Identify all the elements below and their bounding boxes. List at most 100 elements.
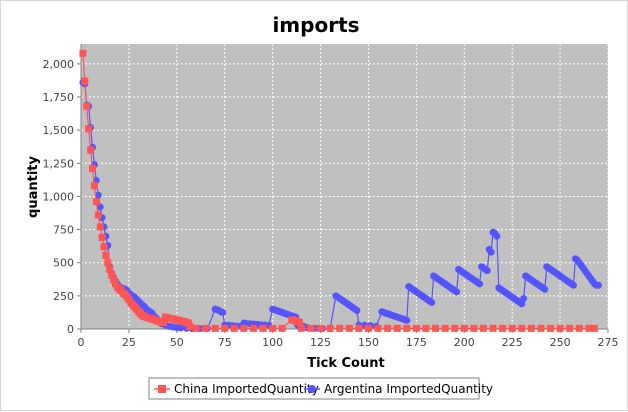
- data-point-china: [441, 324, 449, 332]
- legend-argentina-marker: [308, 385, 316, 393]
- data-point-china: [566, 324, 574, 332]
- data-point-china: [412, 324, 420, 332]
- data-point-china: [192, 324, 200, 332]
- x-axis-label: Tick Count: [307, 356, 384, 371]
- y-tick-label: 0: [67, 323, 74, 336]
- y-tick-label: 750: [53, 224, 74, 237]
- x-tick-label: 200: [454, 336, 475, 349]
- legend-label-argentina: Argentina ImportedQuantity: [324, 382, 493, 396]
- data-point-china: [92, 198, 100, 206]
- data-point-china: [451, 324, 459, 332]
- data-point-china: [230, 324, 238, 332]
- data-point-china: [307, 324, 315, 332]
- y-tick-label: 1,250: [43, 157, 75, 170]
- data-point-china: [508, 324, 516, 332]
- data-point-china: [87, 146, 95, 154]
- series-layer: [79, 49, 602, 333]
- y-tick-label: 250: [53, 290, 74, 303]
- data-point-china: [98, 234, 106, 242]
- data-point-china: [547, 324, 555, 332]
- data-point-china: [85, 125, 93, 133]
- data-point-china: [518, 324, 526, 332]
- data-point-china: [336, 324, 344, 332]
- data-point-china: [221, 324, 229, 332]
- data-point-argentina: [403, 316, 411, 324]
- data-point-china: [81, 77, 89, 85]
- data-point-china: [537, 324, 545, 332]
- data-point-china: [269, 324, 277, 332]
- data-point-china: [100, 243, 108, 251]
- data-point-argentina: [428, 298, 436, 306]
- data-point-argentina: [594, 281, 602, 289]
- data-point-china: [110, 276, 118, 284]
- data-point-china: [88, 165, 96, 173]
- data-point-china: [489, 324, 497, 332]
- legend-label-china: China ImportedQuantity: [174, 382, 319, 396]
- axis-ticks: 0 25 50 75 100 125 150 175 200 225 250 275 0 250 500 75…: [43, 44, 619, 349]
- legend: China ImportedQuantity Argentina Importe…: [148, 377, 493, 400]
- chart-title: imports: [272, 13, 359, 37]
- data-point-argentina: [493, 232, 501, 240]
- data-point-china: [249, 324, 257, 332]
- series-china: [79, 49, 599, 332]
- data-point-china: [102, 251, 110, 259]
- data-point-argentina: [177, 324, 185, 332]
- data-point-china: [403, 324, 411, 332]
- y-axis-label: quantity: [26, 156, 41, 218]
- data-point-argentina: [353, 306, 361, 314]
- y-tick-label: 500: [53, 257, 74, 270]
- x-tick-label: 225: [502, 336, 523, 349]
- data-point-china: [326, 324, 334, 332]
- data-point-china: [556, 324, 564, 332]
- data-point-china: [355, 324, 363, 332]
- y-tick-label: 2,000: [43, 58, 75, 71]
- data-point-argentina: [518, 300, 526, 308]
- data-point-argentina: [476, 280, 484, 288]
- data-point-china: [364, 324, 372, 332]
- data-point-china: [94, 211, 102, 219]
- data-point-china: [527, 324, 535, 332]
- data-point-china: [104, 259, 112, 267]
- data-point-china: [159, 319, 167, 327]
- data-point-argentina: [520, 295, 528, 303]
- plot-area: [81, 44, 608, 329]
- data-point-argentina: [570, 281, 578, 289]
- data-point-china: [297, 324, 305, 332]
- data-point-argentina: [94, 191, 102, 199]
- data-point-china: [345, 324, 353, 332]
- legend-china-marker: [158, 385, 166, 393]
- data-point-argentina: [487, 248, 495, 256]
- data-point-china: [432, 324, 440, 332]
- y-tick-label: 1,750: [43, 91, 75, 104]
- data-point-china: [240, 324, 248, 332]
- data-point-china: [259, 324, 267, 332]
- data-point-china: [106, 265, 114, 273]
- x-tick-label: 125: [310, 336, 331, 349]
- data-point-argentina: [219, 308, 227, 316]
- data-point-argentina: [453, 288, 461, 296]
- x-tick-label: 100: [262, 336, 283, 349]
- data-point-china: [384, 324, 392, 332]
- data-point-argentina: [96, 203, 104, 211]
- data-point-china: [186, 322, 194, 330]
- data-point-china: [79, 49, 87, 57]
- data-point-china: [460, 324, 468, 332]
- x-tick-label: 0: [78, 336, 85, 349]
- data-point-china: [470, 324, 478, 332]
- data-point-china: [479, 324, 487, 332]
- data-point-china: [211, 324, 219, 332]
- grid-lines: [80, 44, 609, 330]
- data-point-china: [393, 324, 401, 332]
- data-point-china: [202, 324, 210, 332]
- data-point-china: [422, 324, 430, 332]
- data-point-china: [317, 324, 325, 332]
- data-point-china: [96, 223, 104, 231]
- x-tick-label: 250: [550, 336, 571, 349]
- data-point-china: [278, 324, 286, 332]
- data-point-china: [83, 102, 91, 110]
- x-tick-label: 175: [406, 336, 427, 349]
- data-point-china: [295, 318, 303, 326]
- data-point-china: [575, 324, 583, 332]
